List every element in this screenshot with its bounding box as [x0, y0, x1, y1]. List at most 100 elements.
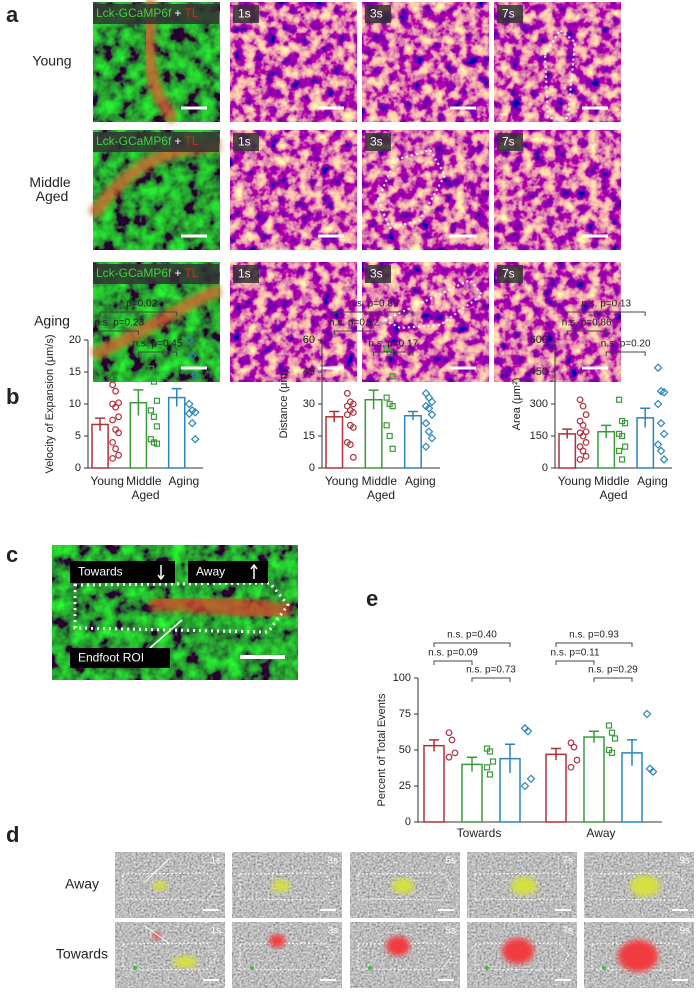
- data-point: [349, 424, 357, 431]
- significance-label: n.s. p=0.09: [428, 648, 478, 659]
- bar: [558, 433, 577, 469]
- x-tick-label: Aging: [637, 474, 668, 488]
- label-box: [188, 561, 268, 583]
- data-point: [618, 456, 626, 463]
- micrograph: [350, 922, 460, 988]
- x-tick-label: Young: [558, 474, 592, 488]
- stain-part: +: [174, 266, 181, 280]
- data-point: [150, 413, 158, 420]
- x-tick-label: Middle Aged: [362, 474, 401, 502]
- label-box: [497, 133, 523, 151]
- row-label: Away: [65, 876, 99, 892]
- stain-part: TL: [184, 266, 198, 280]
- data-point: [343, 389, 351, 397]
- data-point: [115, 399, 122, 407]
- y-tick-label: 10: [69, 398, 81, 410]
- pointer: [149, 619, 183, 649]
- vessel: [90, 284, 223, 361]
- panel-label: b: [6, 384, 19, 409]
- charts: 0 5 10 15 20 Velocity of Expansion (μm/s) Youn…: [44, 299, 672, 840]
- time-label: 9s: [679, 926, 690, 937]
- time-label: 3s: [327, 926, 338, 937]
- data-point: [582, 452, 590, 460]
- x-tick-label: Aging: [168, 474, 199, 488]
- data-point: [642, 709, 652, 719]
- data-point: [147, 365, 155, 372]
- y-tick-label: 600: [530, 334, 548, 346]
- error-bar: [329, 410, 340, 423]
- label-box: [93, 4, 219, 24]
- significance-label: n.s. p=0.13: [581, 299, 631, 310]
- data-point: [190, 407, 200, 417]
- label-box: [233, 265, 259, 283]
- event-blob: [386, 936, 410, 956]
- significance-label: n.s. p=0.45: [133, 339, 183, 350]
- data-point: [526, 774, 536, 784]
- error-bar: [407, 410, 418, 420]
- significance-bracket: [433, 642, 511, 647]
- time-label: 7s: [502, 135, 515, 149]
- bar: [423, 744, 445, 823]
- roi-outline: [474, 942, 570, 971]
- event-blob: [618, 940, 658, 972]
- error-bar: [133, 389, 144, 416]
- data-point: [389, 445, 396, 452]
- event-dot: [250, 966, 254, 970]
- stain-part: +: [174, 6, 181, 20]
- x-tick-label: Young: [325, 474, 359, 488]
- roi-outline: [73, 581, 290, 634]
- significance-bracket: [99, 311, 178, 316]
- significance-bracket: [555, 642, 633, 647]
- event-blob: [630, 875, 660, 897]
- data-point: [115, 429, 122, 437]
- time-label: 5s: [445, 856, 456, 867]
- bar: [545, 753, 567, 823]
- label-box: [70, 648, 170, 668]
- y-tick-label: 50: [399, 744, 411, 756]
- error-bar: [505, 743, 515, 774]
- data-point: [386, 432, 393, 440]
- data-point: [648, 767, 658, 776]
- error-bar: [562, 428, 573, 439]
- data-point: [427, 433, 437, 443]
- data-point: [383, 422, 390, 429]
- data-point: [448, 736, 456, 744]
- time-label: 7s: [502, 267, 515, 281]
- data-point: [489, 758, 497, 765]
- data-point: [421, 388, 431, 398]
- row-label: Towards: [56, 946, 108, 962]
- stain-part: Lck-GCaMP6f: [96, 266, 172, 280]
- y-axis-label: Area (μm²): [511, 378, 523, 431]
- micrograph: [232, 922, 342, 988]
- data-point: [653, 440, 663, 449]
- data-point: [421, 442, 431, 452]
- data-point: [115, 451, 122, 459]
- error-bar: [95, 417, 106, 431]
- label-box: [233, 5, 259, 23]
- data-point: [576, 396, 584, 404]
- bar: [167, 396, 186, 469]
- event-dot: [485, 966, 489, 970]
- label-box: [497, 5, 523, 23]
- data-point: [153, 423, 161, 430]
- y-tick-label: 15: [69, 366, 81, 378]
- row-label: Aging: [34, 313, 70, 329]
- significance-label: n.s. p=0.89: [349, 299, 399, 310]
- data-point: [582, 439, 590, 446]
- stain-part: Lck-GCaMP6f: [96, 6, 172, 20]
- significance-label: n.s. p=0.23: [94, 318, 144, 329]
- vessel: [149, 589, 292, 626]
- data-point: [150, 378, 158, 385]
- label-box: [93, 264, 219, 284]
- event-blob: [153, 881, 167, 891]
- y-axis-label: Velocity of Expansion (μm/s): [44, 334, 56, 473]
- y-tick-label: 75: [399, 708, 411, 720]
- panel-label: c: [6, 542, 18, 567]
- x-tick-label: Young: [90, 474, 124, 488]
- data-point: [424, 427, 434, 437]
- error-bar: [171, 387, 182, 407]
- y-tick-label: 0: [405, 816, 411, 828]
- data-point: [656, 418, 666, 428]
- data-point: [421, 418, 431, 428]
